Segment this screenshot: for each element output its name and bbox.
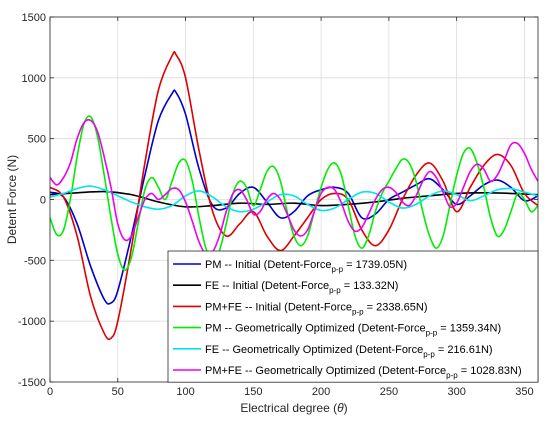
- x-tick-label: 200: [312, 386, 330, 398]
- x-axis-label: Electrical degree (θ): [240, 401, 347, 415]
- series-line-2: [50, 190, 538, 208]
- x-tick-label: 300: [447, 386, 465, 398]
- y-tick-label: -1000: [18, 316, 46, 328]
- x-axis-label-close: ): [344, 401, 348, 415]
- legend-box: [167, 250, 539, 383]
- y-tick-label: 0: [40, 195, 46, 207]
- legend-entry-2: FE -- Initial (Detent-Forcep-p = 133.32N…: [205, 280, 398, 295]
- legend-entry-3: PM+FE -- Initial (Detent-Forcep-p = 2338…: [205, 301, 427, 316]
- series-lines: [50, 50, 538, 341]
- series-line-4: [50, 115, 538, 271]
- y-tick-label: -500: [24, 255, 46, 267]
- x-tick-label: 350: [515, 386, 533, 398]
- x-axis-label-symbol: θ: [337, 401, 344, 415]
- x-tick-label: 0: [47, 386, 53, 398]
- y-tick-label: 1500: [22, 12, 46, 24]
- y-tick-label: 1000: [22, 73, 46, 85]
- legend-entry-5: FE -- Geometrically Optimized (Detent-Fo…: [205, 344, 493, 359]
- series-line-1: [50, 89, 538, 305]
- y-tick-label: -1500: [18, 377, 46, 389]
- y-tick-label: 500: [28, 134, 46, 146]
- x-tick-label: 150: [244, 386, 262, 398]
- series-line-5: [50, 185, 538, 213]
- series-line-6: [50, 118, 538, 256]
- legend: PM -- Initial (Detent-Forcep-p = 1739.05…: [167, 250, 539, 383]
- x-axis-label-text: Electrical degree (: [240, 401, 337, 415]
- x-tick-label: 250: [380, 386, 398, 398]
- legend-entry-1: PM -- Initial (Detent-Forcep-p = 1739.05…: [205, 259, 407, 274]
- series-line-3: [50, 50, 538, 341]
- x-tick-label: 50: [112, 386, 124, 398]
- x-tick-label: 100: [176, 386, 194, 398]
- legend-entry-4: PM -- Geometrically Optimized (Detent-Fo…: [205, 323, 501, 338]
- axis-ticks: 0 50 100 150 200 250 300 350 -1500 -1000 -500 0 500 1…: [18, 12, 538, 398]
- legend-entry-6: PM+FE -- Geometrically Optimized (Detent…: [205, 365, 522, 380]
- y-axis-label: Detent Force (N): [5, 155, 19, 244]
